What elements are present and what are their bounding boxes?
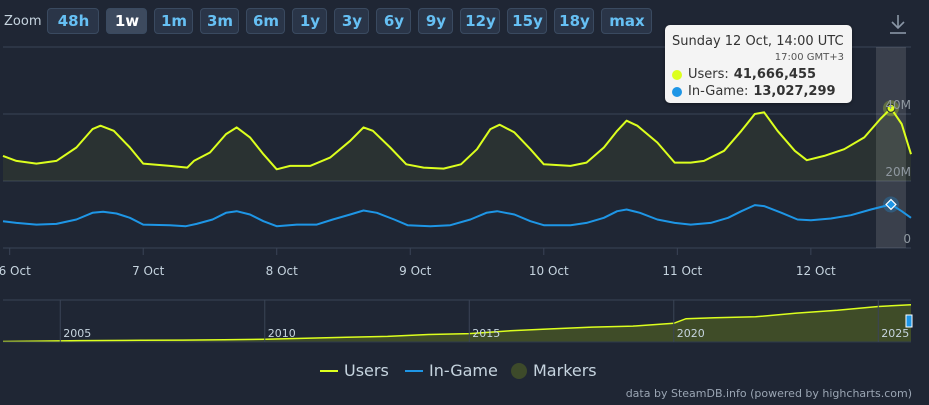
chart-area[interactable]: 0 20M 40M 6 Oct 7 Oct 8 Oct 9 Oct 10 Oct 11 Oct 1…	[0, 0, 929, 360]
navigator-area	[3, 304, 911, 342]
navigator-year-label: 2005	[63, 327, 91, 340]
tooltip-users-row: Users: 41,666,455	[672, 67, 816, 82]
download-icon	[890, 15, 906, 34]
ingame-dot-icon	[672, 86, 682, 97]
y-tick-label-0: 0	[903, 232, 911, 246]
tooltip-ingame-row: In-Game: 13,027,299	[672, 84, 836, 99]
tooltip-ingame-label: In-Game:	[688, 84, 749, 99]
legend: Users In-Game Markers	[0, 361, 929, 381]
zoom-button-12y[interactable]: 12y	[460, 8, 501, 34]
zoom-button-1m[interactable]: 1m	[154, 8, 194, 34]
navigator-handle	[905, 314, 913, 328]
x-tick-label: 6 Oct	[0, 264, 31, 278]
ingame-point	[885, 198, 897, 211]
x-tick-label: 10 Oct	[529, 264, 569, 278]
zoom-button-1w[interactable]: 1w	[106, 8, 148, 34]
legend-users-line-icon	[320, 369, 338, 372]
zoom-button-6y[interactable]: 6y	[376, 8, 412, 34]
legend-markers-label: Markers	[533, 361, 597, 380]
zoom-button-max[interactable]: max	[601, 8, 653, 34]
users-area	[3, 108, 911, 181]
x-tick-label: 11 Oct	[662, 264, 702, 278]
series-line-in-game	[2, 203, 912, 228]
navigator-year-label: 2020	[677, 327, 705, 340]
legend-ingame-line-icon	[405, 369, 423, 372]
x-tick-label: 9 Oct	[399, 264, 431, 278]
legend-ingame-label: In-Game	[429, 361, 498, 380]
tooltip-users-value: 41,666,455	[733, 67, 817, 82]
zoom-button-3y[interactable]: 3y	[334, 8, 370, 34]
tooltip: Sunday 12 Oct, 14:00 UTC 17:00 GMT+3 Use…	[665, 25, 852, 103]
zoom-button-15y[interactable]: 15y	[507, 8, 548, 34]
zoom-button-48h[interactable]: 48h	[47, 8, 100, 34]
legend-item-users[interactable]: Users	[320, 361, 389, 380]
navigator-year-label: 2025	[881, 327, 909, 340]
navigator-year-label: 2015	[472, 327, 500, 340]
zoom-buttons: 48h 1w 1m 3m 6m 1y 3y 6y 9y 12y 15y 18y max	[47, 8, 659, 34]
x-tick-label: 12 Oct	[796, 264, 836, 278]
navigator-line	[2, 303, 912, 343]
users-dot-icon	[672, 69, 682, 80]
tooltip-ingame-value: 13,027,299	[753, 84, 836, 99]
zoom-button-1y[interactable]: 1y	[292, 8, 328, 34]
y-tick-label-40M: 40M	[885, 98, 911, 112]
tooltip-title: Sunday 12 Oct, 14:00 UTC	[672, 34, 844, 49]
series-line-users	[2, 107, 912, 171]
x-tick-label: 7 Oct	[132, 264, 164, 278]
x-tick-label: 8 Oct	[266, 264, 298, 278]
zoom-button-6m[interactable]: 6m	[246, 8, 286, 34]
export-button[interactable]	[886, 12, 910, 36]
navigator-year-label: 2010	[268, 327, 296, 340]
tooltip-users-label: Users:	[688, 67, 729, 82]
y-tick-label-20M: 20M	[885, 165, 911, 179]
zoom-bar: Zoom 48h 1w 1m 3m 6m 1y 3y 6y 9y 12y 15y 18y max	[0, 7, 659, 35]
legend-item-in-game[interactable]: In-Game	[405, 361, 498, 380]
zoom-button-3m[interactable]: 3m	[200, 8, 240, 34]
users-point	[886, 103, 896, 113]
tooltip-subtitle: 17:00 GMT+3	[774, 52, 844, 63]
zoom-label: Zoom	[4, 13, 42, 29]
legend-users-label: Users	[344, 361, 389, 380]
crosshair-band	[875, 47, 906, 248]
legend-item-markers[interactable]: Markers	[511, 361, 597, 380]
zoom-button-9y[interactable]: 9y	[418, 8, 454, 34]
zoom-button-18y[interactable]: 18y	[554, 8, 595, 34]
credits[interactable]: data by SteamDB.info (powered by highcha…	[625, 387, 912, 400]
legend-markers-dot-icon	[511, 362, 527, 379]
